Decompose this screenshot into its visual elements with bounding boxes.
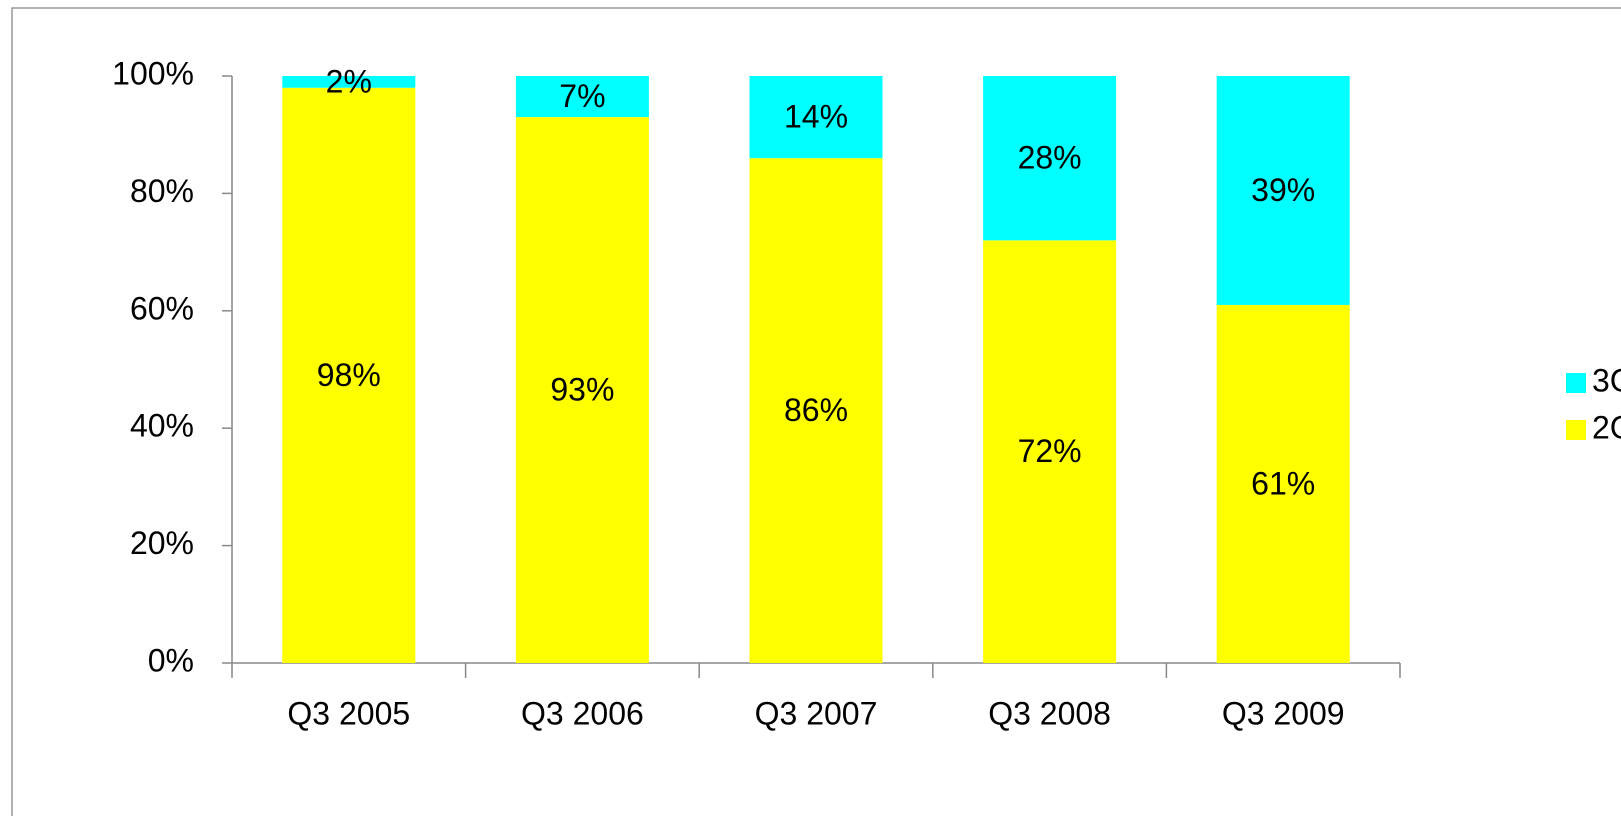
chart-frame (11, 7, 1621, 816)
bar-segment (515, 117, 649, 664)
legend-swatch (1566, 373, 1586, 393)
data-label: 98% (317, 357, 381, 393)
data-label: 86% (784, 392, 848, 428)
data-label: 7% (559, 78, 605, 114)
data-label: 14% (784, 99, 848, 135)
x-tick-label: Q3 2005 (287, 695, 410, 731)
bar-segment (749, 158, 883, 663)
data-label: 39% (1251, 172, 1315, 208)
bar-segment (749, 76, 883, 159)
bar-segment (282, 87, 416, 664)
x-tick-label: Q3 2009 (1222, 695, 1345, 731)
y-tick-label: 100% (112, 55, 194, 91)
data-label: 72% (1018, 433, 1082, 469)
data-label: 93% (550, 371, 614, 407)
x-tick-label: Q3 2006 (521, 695, 644, 731)
bar-segment (282, 76, 416, 88)
data-label: 2% (326, 63, 372, 99)
bar-segment (1216, 304, 1350, 663)
legend-label: 3G (1592, 362, 1621, 398)
y-tick-label: 40% (130, 408, 194, 444)
y-tick-label: 60% (130, 290, 194, 326)
y-tick-label: 80% (130, 173, 194, 209)
x-tick-label: Q3 2007 (755, 695, 878, 731)
legend-label: 2G (1592, 409, 1621, 445)
data-label: 28% (1018, 140, 1082, 176)
y-tick-label: 20% (130, 525, 194, 561)
data-label: 61% (1251, 465, 1315, 501)
y-tick-label: 0% (148, 642, 194, 678)
bar-segment (983, 240, 1117, 664)
bar-segment (1216, 76, 1350, 305)
legend-swatch (1566, 420, 1586, 440)
x-tick-label: Q3 2008 (988, 695, 1111, 731)
bar-segment (515, 76, 649, 118)
bar-segment (983, 76, 1117, 241)
